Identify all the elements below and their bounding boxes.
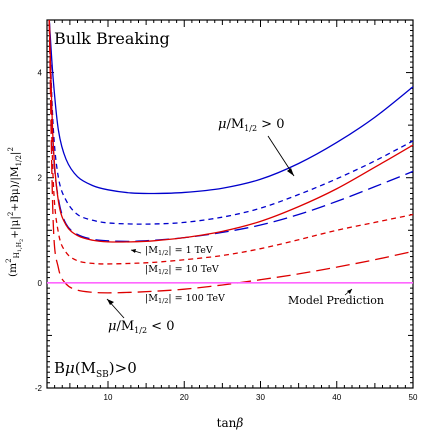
series-group (47, 19, 414, 294)
x-tick-label: 40 (332, 393, 341, 402)
series-line-2 (48, 19, 414, 225)
y-axis-label: (m2H1,H2+|μ|2+Bμ)/|M1/2|2 (5, 147, 25, 277)
m1-tev-arrowhead (131, 249, 136, 253)
y-tick-label: -2 (35, 384, 43, 393)
x-tick-label: 10 (104, 393, 113, 402)
m1-tev-label: |M1/2| = 1 TeV (145, 245, 213, 257)
x-axis-label: tanβ (217, 416, 244, 430)
y-tick-label: 0 (38, 279, 43, 288)
plot-frame (46, 19, 414, 389)
mu-positive-arrowhead (287, 168, 294, 176)
x-tick-label: 20 (180, 393, 189, 402)
model-prediction-arrowhead (347, 289, 352, 294)
series-line-5 (48, 19, 414, 265)
axis-ticks: 10 20 30 40 50 -2 0 2 4 (35, 19, 418, 402)
y-tick-label: 4 (38, 69, 43, 78)
mu-positive-label: μ/M1/2 > 0 (218, 117, 284, 133)
y-tick-label: 2 (38, 174, 43, 183)
mu-negative-arrowhead (107, 299, 114, 305)
chart-title: Bulk Breaking (54, 29, 170, 48)
x-tick-label: 50 (409, 393, 418, 402)
series-line-1 (48, 19, 414, 195)
m100-tev-label: |M1/2| = 100 TeV (145, 293, 225, 305)
m10-tev-label: |M1/2| = 10 TeV (145, 264, 219, 276)
mu-negative-label: μ/M1/2 < 0 (108, 319, 174, 335)
x-tick-label: 30 (256, 393, 265, 402)
bmu-condition-label: Bμ(MSB)>0 (54, 359, 137, 380)
series-line-4 (48, 19, 414, 243)
model-prediction-label: Model Prediction (288, 294, 384, 307)
series-line-6 (48, 19, 414, 294)
